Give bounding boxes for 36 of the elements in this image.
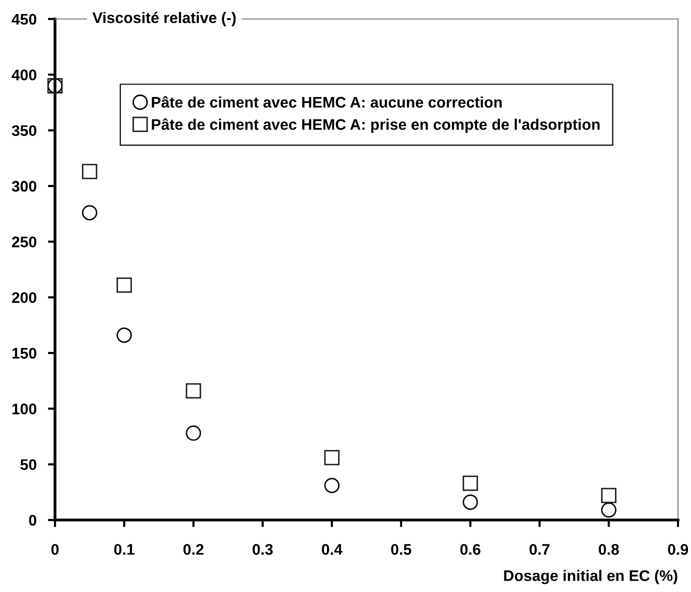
point [186, 426, 202, 441]
x-tick-label: 0.1 [114, 544, 134, 555]
point [324, 478, 340, 494]
legend-label: Pâte de ciment avec HEMC A: aucune correction [152, 96, 502, 108]
y-tick-label: 450 [12, 14, 36, 25]
y-axis-title: Viscosité relative (-) [92, 12, 236, 26]
point [82, 205, 98, 220]
point [116, 277, 132, 293]
y-tick-label: 350 [12, 125, 36, 136]
y-tick-label: 100 [12, 404, 36, 414]
y-tick-label: 300 [12, 180, 36, 192]
x-tick-label: 0 [51, 544, 59, 555]
y-tick-label: 150 [12, 348, 36, 359]
y-tick-label: 200 [12, 292, 36, 304]
y-tick-label: 250 [12, 236, 36, 248]
point [186, 383, 202, 398]
legend-label: Pâte de ciment avec HEMC A: prise en compte de l'adsorption [152, 118, 600, 133]
x-tick-label: 0.8 [598, 544, 619, 555]
point [462, 476, 478, 491]
x-tick-label: 0.3 [252, 544, 273, 555]
point [601, 502, 616, 518]
x-tick-label: 0.4 [322, 544, 342, 555]
point [462, 494, 478, 510]
point [324, 450, 340, 466]
x-tick-label: 0.5 [391, 544, 412, 555]
x-tick-label: 0.9 [668, 544, 688, 555]
y-tick-label: 0 [29, 514, 36, 526]
x-tick-label: 0.2 [183, 544, 204, 555]
point [116, 328, 132, 343]
x-tick-label: 0.6 [460, 544, 480, 555]
x-tick-label: 0.7 [530, 544, 550, 555]
point [82, 164, 98, 180]
x-axis-title: Dosage initial en EC (%) [504, 570, 678, 584]
y-tick-label: 400 [12, 70, 36, 80]
y-tick-label: 50 [20, 459, 36, 470]
point [601, 488, 616, 504]
